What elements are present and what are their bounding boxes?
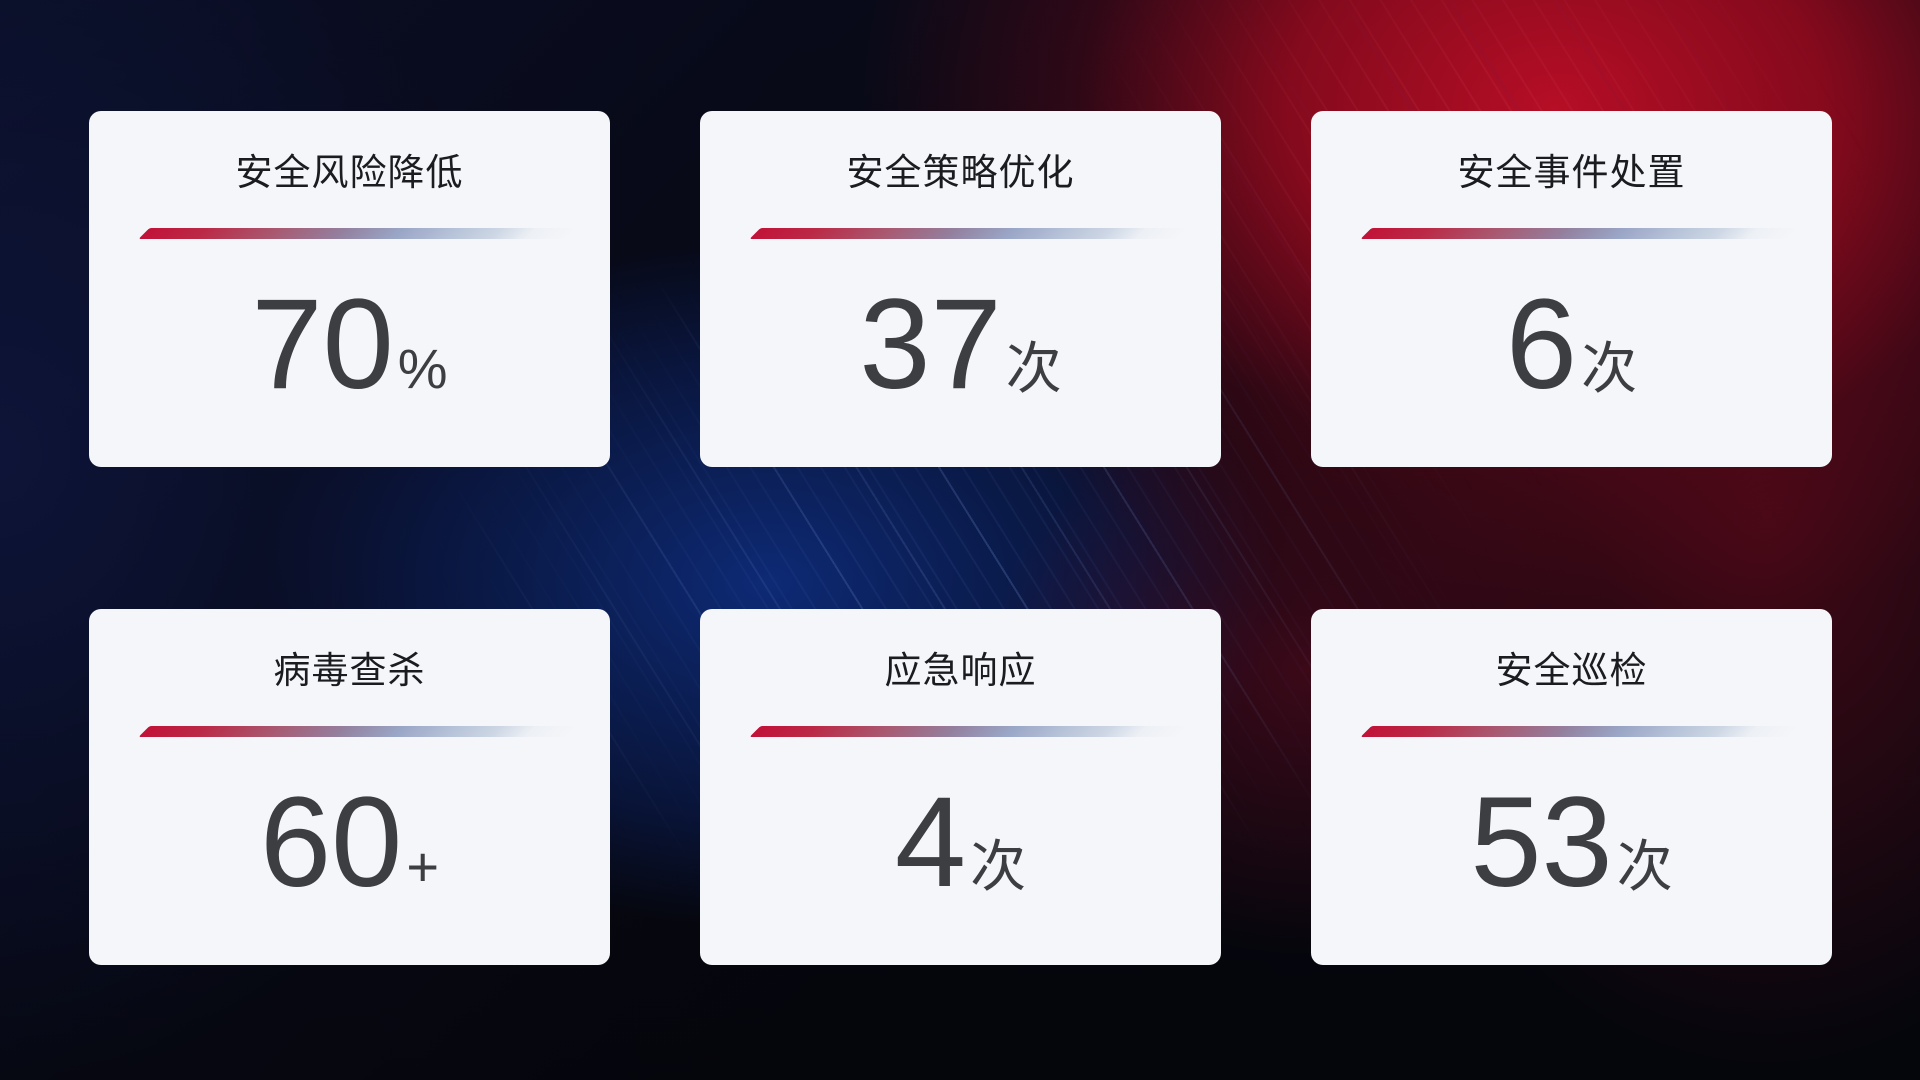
stat-value-number: 60 [259,771,403,914]
stat-card-security-inspection: 安全巡检 53次 [1311,609,1832,965]
stat-value-unit: 次 [1616,835,1673,898]
stat-card-divider [1360,228,1811,239]
stat-card-grid: 安全风险降低 70% 安全策略优化 37次 安全事件处置 6次 病毒查杀 60+… [89,111,1832,965]
stat-card-emergency-response: 应急响应 4次 [700,609,1221,965]
stat-card-divider [1360,726,1811,737]
stat-card-title: 安全风险降低 [235,152,464,193]
stat-value-unit: + [406,835,440,898]
stat-value-unit: 次 [1581,337,1638,400]
stat-value-unit: 次 [970,835,1027,898]
stat-card-value: 6次 [1506,281,1637,409]
stat-value-number: 6 [1505,273,1578,416]
stat-card-value: 70% [251,281,447,409]
stat-value-unit: % [397,337,448,400]
stat-card-policy-optimization: 安全策略优化 37次 [700,111,1221,467]
stat-card-title: 安全事件处置 [1457,152,1686,193]
stat-card-value: 4次 [895,779,1026,907]
stat-card-divider [138,228,589,239]
stat-card-divider [749,726,1200,737]
stat-card-title: 安全巡检 [1495,650,1648,691]
stat-value-number: 53 [1470,771,1613,914]
stat-card-incident-handling: 安全事件处置 6次 [1311,111,1832,467]
stat-card-value: 37次 [859,281,1061,409]
stat-card-value: 53次 [1470,779,1672,907]
stat-card-title: 安全策略优化 [846,152,1075,193]
stat-card-risk-reduction: 安全风险降低 70% [89,111,610,467]
stat-card-value: 60+ [260,779,439,907]
stat-value-number: 37 [859,273,1002,416]
stat-card-title: 病毒查杀 [273,650,426,691]
stat-card-virus-scan: 病毒查杀 60+ [89,609,610,965]
stat-card-divider [749,228,1200,239]
stat-value-number: 4 [894,771,967,914]
stat-value-unit: 次 [1005,337,1062,400]
stat-card-divider [138,726,589,737]
stat-value-number: 70 [251,273,394,416]
stat-card-title: 应急响应 [884,650,1037,691]
